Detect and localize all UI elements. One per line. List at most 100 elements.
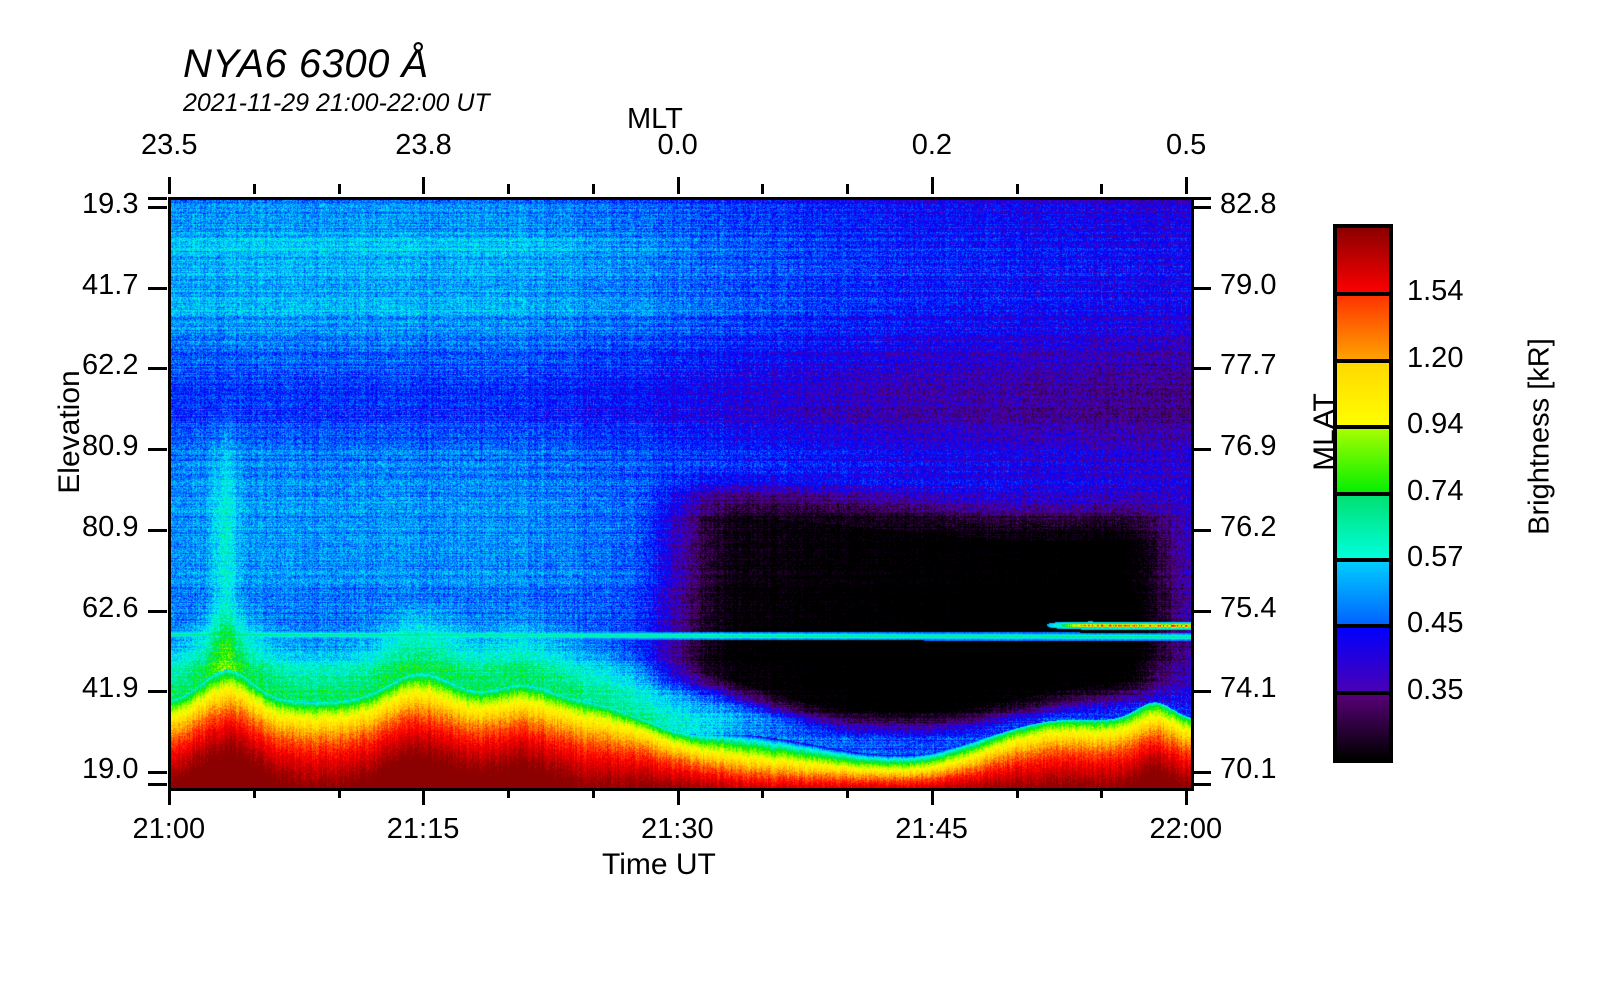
mlt-tick-label: 0.0 [657,129,698,161]
y-tick-right [1192,367,1211,371]
colorbar-segment [1337,626,1389,693]
y-axis-cap-bottom [148,783,167,786]
colorbar-tick-label: 0.45 [1407,607,1464,640]
elevation-tick-label: 19.3 [82,188,139,220]
y-tick-right [1192,609,1211,613]
x-tick-label: 21:45 [895,813,968,845]
mlt-tick-label: 0.2 [911,129,953,161]
mlt-axis-title: MLT [627,103,683,135]
x-tick-minor [846,788,849,798]
x-tick-major-top [676,177,680,194]
x-tick-minor [507,788,510,798]
x-tick-minor-top [252,184,256,194]
colorbar-divider [1337,557,1389,562]
y-tick-right [1192,771,1211,774]
y-axis-cap-top [148,197,167,200]
colorbar-tick-label: 0.94 [1407,408,1464,441]
title-block: NYA6 6300 Å 2021-11-29 21:00-22:00 UT [183,44,490,118]
elevation-tick-label: 80.9 [82,510,139,543]
y-tick-right [1192,690,1211,694]
elevation-tick-label: 41.7 [82,268,139,301]
colorbar-segment [1337,493,1389,560]
mlat-tick-label: 75.4 [1220,591,1277,624]
colorbar-tick-label: 0.74 [1407,474,1464,507]
colorbar-segment [1337,427,1389,494]
colorbar-axis-title: Brightness [kR] [1523,338,1556,535]
elevation-tick-label: 62.6 [82,591,139,624]
colorbar-divider [1337,624,1389,629]
colorbar-segment [1337,228,1389,295]
y-tick-left [148,771,167,774]
y-axis-cap-top-right [1192,197,1211,200]
y-tick-left [148,367,167,371]
y-tick-right [1192,286,1211,290]
mlat-tick-label: 82.8 [1220,188,1277,220]
colorbar-divider [1337,292,1389,297]
y-tick-left [148,206,167,209]
page-title: NYA6 6300 Å [183,42,429,86]
keogram-image [171,200,1191,788]
colorbar-divider [1337,690,1389,695]
x-tick-major [422,788,426,805]
x-tick-major [1185,788,1188,805]
x-tick-minor [1100,788,1104,798]
x-tick-major-top [1185,177,1188,194]
y-tick-right [1192,528,1211,532]
page-subtitle: 2021-11-29 21:00-22:00 UT [183,89,490,117]
y-tick-left [148,286,167,290]
x-tick-minor [761,788,765,798]
mlat-tick-label: 74.1 [1220,672,1277,705]
x-tick-minor-top [846,184,849,194]
elevation-tick-label: 19.0 [82,753,139,785]
x-tick-label: 22:00 [1149,813,1223,845]
x-tick-major-top [168,177,171,194]
colorbar-tick-label: 0.57 [1407,540,1464,573]
x-tick-minor [591,788,595,798]
mlat-tick-label: 77.7 [1220,349,1277,382]
mlat-tick-label: 79.0 [1220,268,1277,301]
mlat-tick-label: 76.9 [1220,430,1277,463]
x-tick-minor-top [337,184,341,194]
colorbar-tick-label: 0.35 [1407,673,1464,706]
x-tick-major-top [422,177,426,194]
colorbar-divider [1337,491,1389,496]
colorbar-segment [1337,559,1389,627]
x-tick-minor-top [761,184,765,194]
x-tick-minor [337,788,341,798]
y-tick-right [1192,448,1211,452]
x-tick-label: 21:30 [641,813,714,845]
colorbar [1333,224,1393,763]
x-tick-minor-top [1100,184,1104,194]
y-tick-left [148,690,167,694]
colorbar-tick-label: 1.20 [1407,341,1464,374]
keogram-plot-area [168,197,1194,791]
x-tick-minor-top [1015,184,1019,194]
mlat-tick-label: 70.1 [1220,753,1277,785]
x-tick-minor [252,788,256,798]
x-tick-label: 21:15 [386,813,460,845]
elevation-tick-label: 62.2 [82,349,139,382]
x-tick-major [676,788,680,805]
elevation-tick-label: 80.9 [82,430,139,463]
x-tick-major [168,788,171,805]
time-axis-title: Time UT [602,848,716,881]
x-tick-minor [1015,788,1019,798]
x-tick-minor-top [591,184,595,194]
colorbar-segment [1337,360,1389,428]
mlt-tick-label: 23.8 [395,129,452,161]
mlt-tick-label: 0.5 [1166,129,1207,161]
colorbar-gradient [1333,224,1393,763]
x-tick-major-top [930,177,934,194]
x-tick-minor-top [507,184,510,194]
colorbar-segment [1337,692,1389,759]
colorbar-segment [1337,294,1389,361]
x-tick-label: 21:00 [132,813,206,845]
y-tick-right [1192,206,1211,209]
colorbar-divider [1337,358,1389,363]
y-axis-cap-bottom-right [1192,783,1211,786]
colorbar-divider [1337,425,1389,430]
elevation-tick-label: 41.9 [82,672,139,705]
y-tick-left [148,448,167,452]
mlat-tick-label: 76.2 [1220,510,1277,543]
